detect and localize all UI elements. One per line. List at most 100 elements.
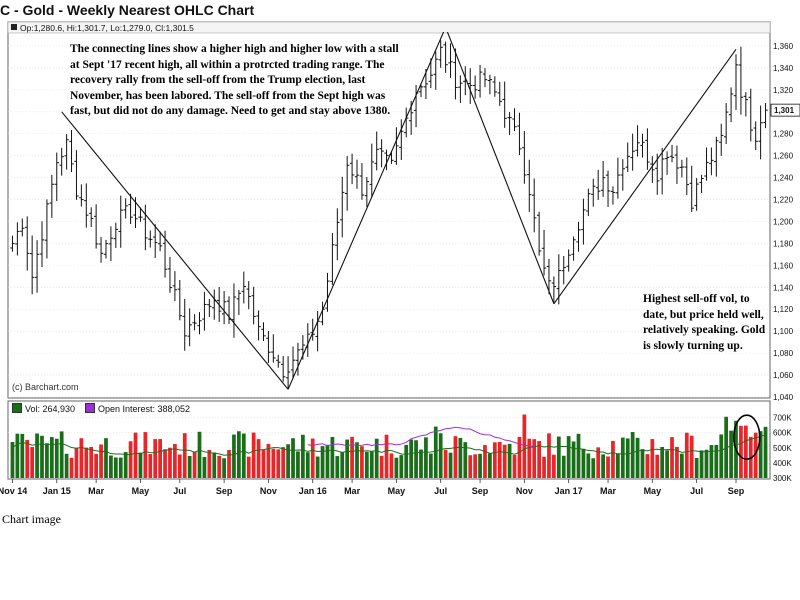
ohlc-bar [610,186,616,205]
ohlc-bar [512,108,517,132]
annotation-main: The connecting lines show a higher high … [70,42,399,120]
ohlc-bar [428,58,434,89]
volume-average-line [12,434,766,456]
open-interest-legend-swatch [85,403,95,413]
ohlc-bar [482,68,488,88]
volume-bar-down [89,446,94,478]
ohlc-bar [29,235,35,295]
trend-line [446,32,555,304]
volume-bar-up [409,439,414,478]
ohlc-bar [44,199,50,259]
volume-bar-down [645,454,650,478]
price-tick-label: 1,200 [773,217,794,226]
ohlc-bar [10,235,15,252]
x-tick-label: Jul [173,486,186,496]
volume-bar-up [232,434,236,478]
ohlc-readout: Op:1,280.6, Hi:1,301.7, Lo:1,279.0, Cl:1… [20,23,194,33]
ohlc-bar [743,92,749,117]
ohlc-bar [148,230,153,248]
open-interest-line [307,426,535,448]
volume-bar-down [689,435,694,478]
ohlc-bar [487,74,493,95]
ohlc-bar [709,147,714,176]
volume-bar-down [99,444,103,478]
ohlc-bar [453,48,458,100]
volume-bar-up [138,452,143,478]
ohlc-bar [231,283,237,338]
ohlc-bar [517,112,522,156]
volume-bar-up [591,458,596,478]
volume-bar-up [665,450,669,478]
ohlc-bar [576,221,581,252]
ohlc-bar [423,68,429,100]
ohlc-bar [630,133,635,171]
ohlc-bar [561,256,566,285]
ohlc-bar [335,208,340,261]
volume-bar-down [517,436,522,478]
volume-bar-down [389,453,394,478]
volume-bar-down [492,442,497,478]
volume-bar-up [419,449,423,478]
ohlc-bar [738,46,744,115]
volume-bar-down [547,433,551,478]
volume-bar-up [556,436,561,478]
ohlc-bar [699,174,704,193]
volume-bar-down [542,456,546,478]
ohlc-bar [532,178,537,233]
volume-bar-up [714,444,719,478]
price-tick-label: 1,360 [773,42,794,51]
ohlc-bar [689,165,694,212]
ohlc-bar [54,152,59,202]
ohlc-bar [748,88,753,142]
volume-bar-up [10,442,15,478]
volume-bar-up [296,451,300,478]
ohlc-bar [172,271,178,302]
ohlc-bar [468,68,473,104]
volume-bar-down [251,432,256,478]
volume-bar-up [694,457,699,478]
volume-bar-down [753,432,758,478]
volume-bar-down [360,446,364,478]
volume-bar-down [84,447,89,478]
ohlc-bar [177,279,183,321]
volume-bar-down [655,454,660,478]
volume-tick-label: 700K [773,414,792,423]
volume-bar-up [729,430,733,478]
volume-bar-up [54,438,59,478]
volume-bar-up [104,438,108,478]
volume-bar-down [473,454,478,478]
volume-bar-down [611,440,615,478]
price-tick-label: 1,340 [773,64,794,73]
ohlc-bar [384,149,389,171]
ohlc-bar [74,150,79,200]
ohlc-bar [418,83,424,98]
volume-bar-down [276,449,281,478]
ohlc-bar [728,87,734,123]
annotation-volume-line: date, but price held well, [643,308,764,321]
ohlc-bar [497,81,502,106]
ohlc-bar [325,272,330,312]
ohlc-bar [192,314,197,331]
volume-bar-down [128,441,133,478]
x-tick-label: Sep [728,486,745,496]
last-price-label: 1,301 [774,106,795,115]
volume-bar-up [222,458,226,478]
volume-bar-down [246,456,251,478]
ohlc-bar [64,134,69,170]
volume-bar-down [158,439,162,478]
volume-bar-down [153,439,158,478]
volume-bar-up [300,434,305,478]
ohlc-bar [113,222,119,248]
volume-bar-up [109,455,113,478]
volume-bar-down [310,438,315,478]
ohlc-bar [719,123,724,156]
annotation-main-line: recovery rally from the sell-off from th… [70,74,366,86]
volume-bar-up [286,444,290,478]
volume-bar-up [45,443,49,478]
volume-bar-up [478,453,482,478]
ohlc-bar [354,159,360,189]
volume-bar-down [739,425,743,478]
ohlc-bar [25,216,30,271]
x-tick-label: Jan 16 [299,486,327,496]
volume-bar-up [399,455,404,478]
